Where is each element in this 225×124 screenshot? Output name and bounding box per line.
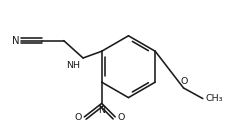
Text: O: O [181, 77, 188, 86]
Text: NH: NH [66, 61, 80, 70]
Text: CH₃: CH₃ [206, 94, 223, 103]
Text: O: O [117, 113, 124, 122]
Text: O: O [75, 113, 82, 122]
Text: N: N [12, 36, 19, 46]
Text: N: N [98, 106, 105, 115]
